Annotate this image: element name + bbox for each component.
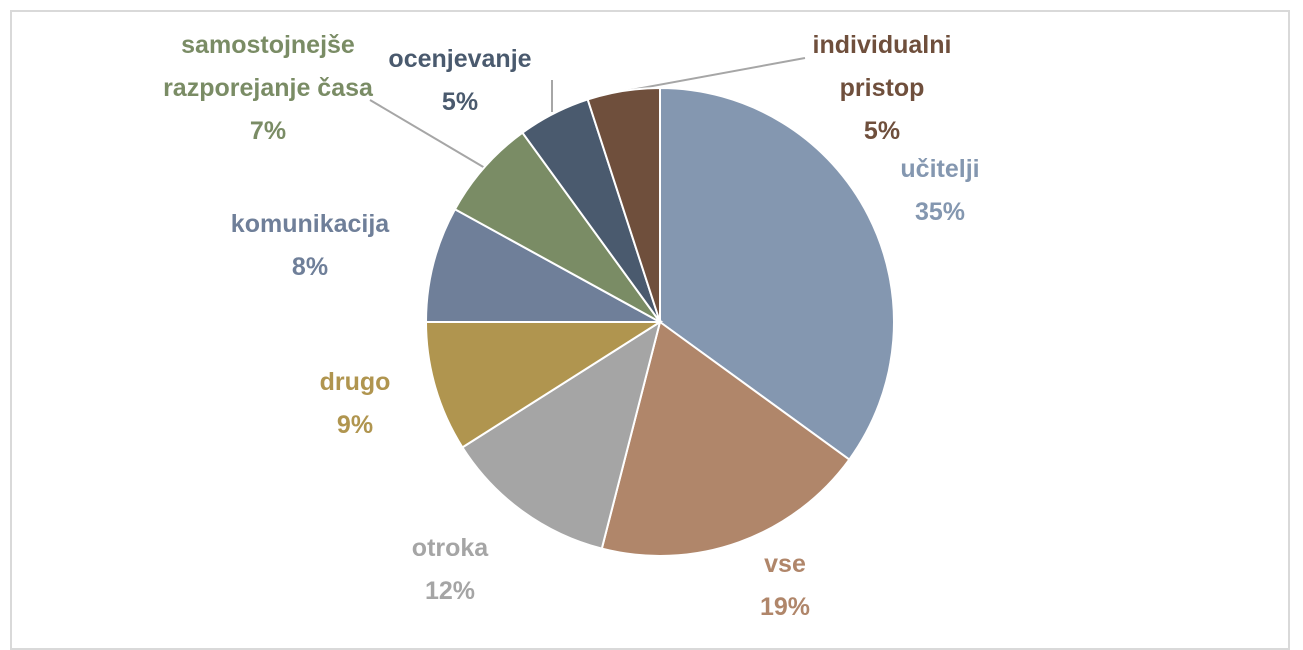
value-label: 8% (291, 253, 329, 281)
value-label: 7% (249, 117, 287, 145)
pie-slice (659, 86, 895, 461)
category-label: učitelji (900, 155, 980, 183)
pie-slice (424, 207, 661, 323)
slice-label: otroka 12% (350, 527, 550, 613)
slice-label: drugo 9% (255, 361, 455, 447)
pie-area (369, 57, 895, 557)
leader-line (619, 57, 806, 93)
value-label: 12% (424, 577, 476, 605)
category-label: ocenjevanje (388, 45, 532, 73)
category-label: komunikacija (230, 210, 390, 238)
value-label: 35% (914, 198, 966, 226)
value-label: 5% (863, 117, 901, 145)
value-label: 9% (336, 411, 374, 439)
pie-slice (453, 131, 661, 323)
leader-line (369, 99, 486, 169)
category-label: otroka (411, 534, 489, 562)
pie-slice (461, 319, 662, 550)
slice-label: komunikacija 8% (180, 203, 440, 289)
slice-label: učitelji 35% (840, 148, 1040, 234)
value-label: 19% (759, 593, 811, 621)
category-label: vse (764, 550, 806, 578)
category-label: individualni pristop (812, 31, 952, 102)
pie-slice (586, 86, 661, 323)
category-label: drugo (319, 368, 391, 396)
value-label: 5% (441, 88, 479, 116)
slice-label: vse 19% (685, 543, 885, 629)
pie-slice (600, 320, 851, 557)
chart: učitelji 35% vse 19% otroka 12% drugo 9% komunik… (10, 10, 1290, 650)
category-label: samostojnejše razporejanje časa (163, 31, 373, 102)
slice-label: individualni pristop 5% (787, 24, 977, 153)
slice-label: ocenjevanje 5% (360, 38, 560, 124)
slice-label: samostojnejše razporejanje časa 7% (158, 24, 378, 153)
pie-slice (424, 321, 664, 449)
